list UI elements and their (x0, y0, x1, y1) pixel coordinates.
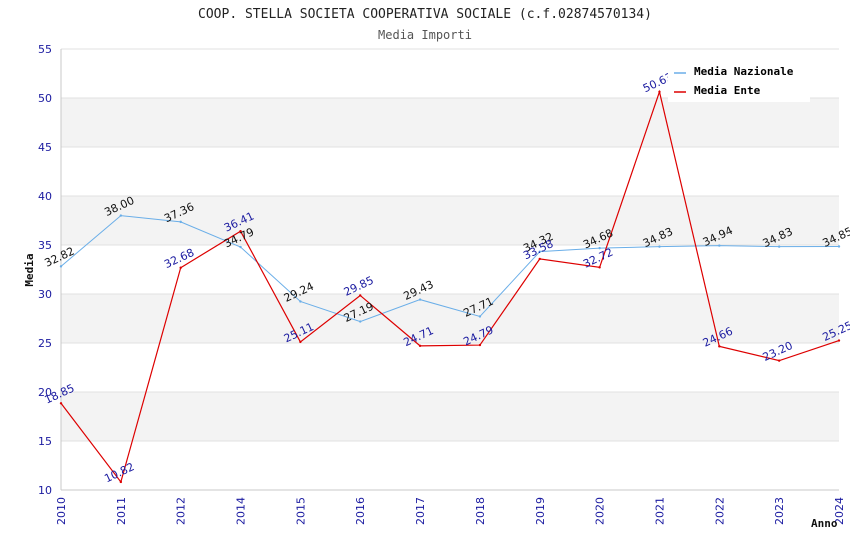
point-media-ente (59, 402, 63, 405)
grid-band (61, 343, 839, 392)
point-media-ente (299, 340, 302, 344)
grid-band (61, 441, 839, 490)
point-media-ente (119, 480, 123, 484)
x-tick-label: 2014 (235, 497, 248, 525)
grid-band (61, 147, 839, 196)
axes (60, 49, 839, 491)
x-tick-label: 2023 (773, 497, 786, 525)
legend: Media Nazionale Media Ente (668, 60, 810, 102)
legend-label-media-nazionale: Media Nazionale (694, 65, 794, 78)
point-media-nazionale (299, 300, 302, 303)
point-media-ente (658, 90, 661, 94)
x-tick-label: 2012 (175, 497, 188, 525)
y-tick-label: 30 (38, 288, 52, 301)
point-media-nazionale (478, 315, 482, 318)
point-media-nazionale (119, 214, 123, 217)
y-tick-label: 25 (38, 337, 52, 350)
x-tick-label: 2019 (534, 497, 547, 525)
legend-box (668, 60, 810, 102)
x-axis-ticks: 2010 2011 2012 2014 2015 2016 2017 2018 2019 2020… (55, 497, 846, 525)
y-tick-label: 40 (38, 190, 52, 203)
series-line-media-nazionale (60, 215, 840, 323)
x-axis-label: Anno (811, 517, 838, 530)
point-media-nazionale (239, 245, 242, 249)
y-tick-label: 45 (38, 141, 52, 154)
point-media-nazionale (359, 320, 362, 323)
point-media-ente (359, 294, 362, 297)
point-media-nazionale (837, 245, 841, 248)
grid-band (61, 245, 839, 294)
chart-title: COOP. STELLA SOCIETA COOPERATIVA SOCIALE… (198, 7, 652, 22)
x-tick-label: 2020 (594, 497, 607, 525)
x-tick-label: 2010 (55, 497, 68, 525)
legend-label-media-ente: Media Ente (694, 84, 761, 97)
point-media-nazionale (598, 246, 601, 250)
point-media-nazionale (179, 220, 182, 224)
grid-bands (61, 49, 839, 490)
point-media-ente (418, 344, 422, 348)
x-tick-label: 2017 (414, 497, 427, 525)
point-media-nazionale (538, 250, 541, 253)
grid-band (61, 196, 839, 245)
x-tick-label: 2024 (833, 497, 846, 525)
x-tick-label: 2016 (354, 497, 367, 525)
x-tick-label: 2022 (713, 497, 726, 525)
point-media-nazionale (658, 245, 661, 248)
point-media-nazionale (59, 265, 63, 268)
y-tick-label: 20 (38, 386, 52, 399)
y-tick-label: 15 (38, 435, 52, 448)
y-tick-label: 55 (38, 43, 52, 56)
y-axis-label: Media (23, 253, 36, 286)
grid-band (61, 392, 839, 441)
x-tick-label: 2015 (294, 497, 307, 525)
series-line-media-ente (60, 89, 840, 484)
point-media-ente (837, 339, 841, 342)
y-tick-label: 10 (38, 484, 52, 497)
chart-subtitle: Media Importi (378, 28, 472, 42)
point-media-nazionale (777, 245, 781, 248)
point-media-ente (478, 343, 482, 347)
grid-band (61, 98, 839, 147)
x-tick-label: 2018 (474, 497, 487, 525)
point-media-ente (598, 266, 601, 269)
point-media-nazionale (418, 298, 422, 301)
point-media-ente (538, 257, 541, 261)
y-tick-label: 50 (38, 92, 52, 105)
y-tick-label: 35 (38, 239, 52, 252)
x-tick-label: 2021 (653, 497, 666, 525)
series-lines (59, 89, 841, 484)
point-media-ente (239, 229, 242, 233)
x-tick-label: 2011 (115, 497, 128, 525)
point-media-ente (777, 359, 781, 362)
point-media-nazionale (718, 244, 721, 247)
point-media-ente (179, 266, 182, 269)
y-axis-ticks: 10 15 20 25 30 35 40 45 50 55 (38, 43, 52, 497)
point-media-ente (718, 345, 721, 348)
